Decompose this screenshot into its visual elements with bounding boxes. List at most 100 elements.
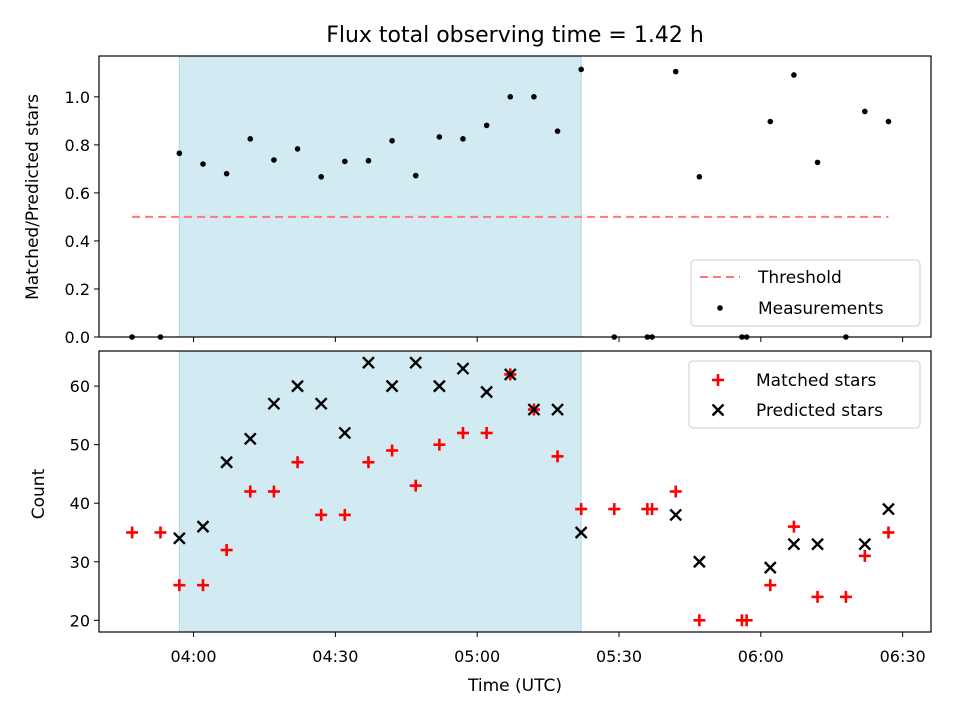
predicted-star-marker-1-b (196, 520, 210, 533)
top-legend-box (690, 259, 921, 327)
predicted-star-marker-15-b (527, 403, 541, 416)
matched-star-marker-3 (197, 579, 209, 592)
measurement-point-12 (412, 172, 419, 179)
predicted-star-marker-15 (527, 403, 541, 416)
matched-star-marker-31 (858, 549, 871, 562)
predicted-star-marker-3 (243, 432, 257, 446)
matched-star-marker-22 (646, 503, 659, 516)
measurement-point-28 (791, 72, 797, 78)
legend-measurements-label: Measurements (758, 299, 884, 319)
predicted-star-marker-18-b (669, 508, 683, 522)
predicted-star-marker-2-b (220, 455, 233, 469)
matched-star-marker-4 (220, 544, 233, 557)
matched-star-marker-8 (315, 508, 328, 521)
predicted-star-marker-7 (338, 426, 352, 440)
predicted-star-marker-10 (409, 356, 423, 370)
predicted-star-marker-10-b (409, 356, 423, 370)
top-y-axis-label: Matched/Predicted stars (23, 94, 43, 300)
predicted-star-marker-5-b (291, 379, 304, 393)
predicted-star-marker-14-b (503, 368, 517, 381)
bottom-ytick-label-0: 20 (70, 611, 90, 630)
measurement-point-24 (696, 174, 703, 180)
measurement-point-7 (294, 146, 301, 152)
measurement-point-8 (318, 174, 324, 180)
predicted-star-marker-12-b (456, 362, 470, 375)
predicted-star-marker-8 (362, 356, 375, 370)
measurement-point-2 (176, 150, 183, 157)
matched-star-marker-12 (409, 479, 422, 492)
predicted-star-marker-6-b (314, 397, 328, 411)
top-ytick-label-2: 0.4 (65, 232, 90, 251)
matched-star-marker-7 (291, 456, 304, 469)
matched-star-marker-18 (551, 450, 564, 463)
predicted-star-marker-16 (551, 403, 564, 416)
predicted-star-marker-9-b (385, 379, 399, 393)
predicted-star-marker-4 (267, 397, 281, 411)
matched-star-marker-10 (362, 456, 375, 469)
matched-star-marker-6 (267, 485, 280, 498)
legend-predicted-swatch (711, 403, 725, 417)
measurement-point-11 (389, 137, 395, 144)
legend-matched-swatch (712, 374, 724, 386)
predicted-star-marker-17-b (574, 526, 588, 539)
xtick-label-2: 05:00 (454, 647, 500, 666)
predicted-star-marker-6 (314, 397, 328, 411)
predicted-star-marker-0 (173, 531, 186, 545)
bottom-ytick-label-2: 40 (70, 494, 90, 513)
measurement-point-17 (531, 94, 537, 100)
measurement-point-23 (672, 68, 679, 75)
legend-threshold-label: Threshold (757, 268, 842, 288)
predicted-star-marker-7-b (338, 426, 352, 440)
matched-star-marker-0 (126, 526, 139, 539)
predicted-star-marker-0-b (173, 531, 186, 545)
measurement-point-31 (862, 108, 868, 115)
predicted-star-marker-4-b (267, 397, 281, 411)
matched-star-marker-15 (480, 426, 493, 439)
x-axis-label: Time (UTC) (467, 676, 562, 696)
matched-star-marker-5 (244, 485, 257, 498)
predicted-star-marker-8-b (362, 356, 375, 370)
predicted-star-marker-2 (220, 455, 233, 469)
legend-matched-label: Matched stars (756, 371, 876, 391)
predicted-star-marker-11-b (433, 379, 446, 393)
predicted-star-marker-19-b (693, 555, 706, 569)
predicted-star-marker-21 (787, 537, 801, 551)
legend-predicted-label: Predicted stars (756, 401, 883, 421)
matched-star-marker-2 (173, 579, 186, 592)
measurement-point-9 (342, 158, 348, 165)
top-axes-frame (98, 55, 932, 338)
measurement-point-16 (507, 94, 514, 100)
xtick-label-4: 06:00 (738, 647, 784, 666)
measurement-point-4 (223, 170, 230, 177)
predicted-star-marker-24 (882, 502, 895, 516)
measurement-point-13 (436, 134, 443, 140)
predicted-star-marker-22-b (811, 537, 824, 551)
matched-star-marker-30 (839, 590, 852, 603)
bottom-y-axis-label: Count (29, 468, 49, 519)
matched-star-marker-1 (154, 526, 167, 539)
predicted-star-marker-3-b (243, 432, 257, 446)
matched-star-marker-24 (693, 614, 706, 627)
measurement-point-18 (554, 128, 561, 134)
matched-star-marker-11 (386, 444, 399, 457)
measurement-point-27 (767, 118, 774, 125)
predicted-star-marker-1 (196, 520, 210, 533)
measurement-point-19 (578, 66, 584, 73)
matched-star-marker-26 (740, 614, 753, 627)
bottom-ytick-label-3: 50 (70, 436, 90, 455)
legend-measurements-swatch (717, 305, 723, 311)
bottom-ytick-label-1: 30 (70, 553, 90, 572)
measurement-point-15 (483, 122, 490, 129)
matched-star-marker-13 (433, 438, 446, 451)
matched-star-marker-9 (338, 508, 351, 521)
predicted-star-marker-12 (456, 362, 470, 375)
bottom-legend: Matched stars Predicted stars (688, 360, 921, 429)
bottom-ytick-label-4: 60 (70, 377, 90, 396)
predicted-star-marker-20-b (763, 561, 777, 574)
measurement-point-29 (814, 159, 821, 166)
legend-predicted-swatch-b (711, 403, 725, 417)
measurement-point-10 (365, 157, 372, 164)
predicted-star-marker-21-b (787, 537, 801, 551)
predicted-star-marker-14 (503, 368, 517, 381)
